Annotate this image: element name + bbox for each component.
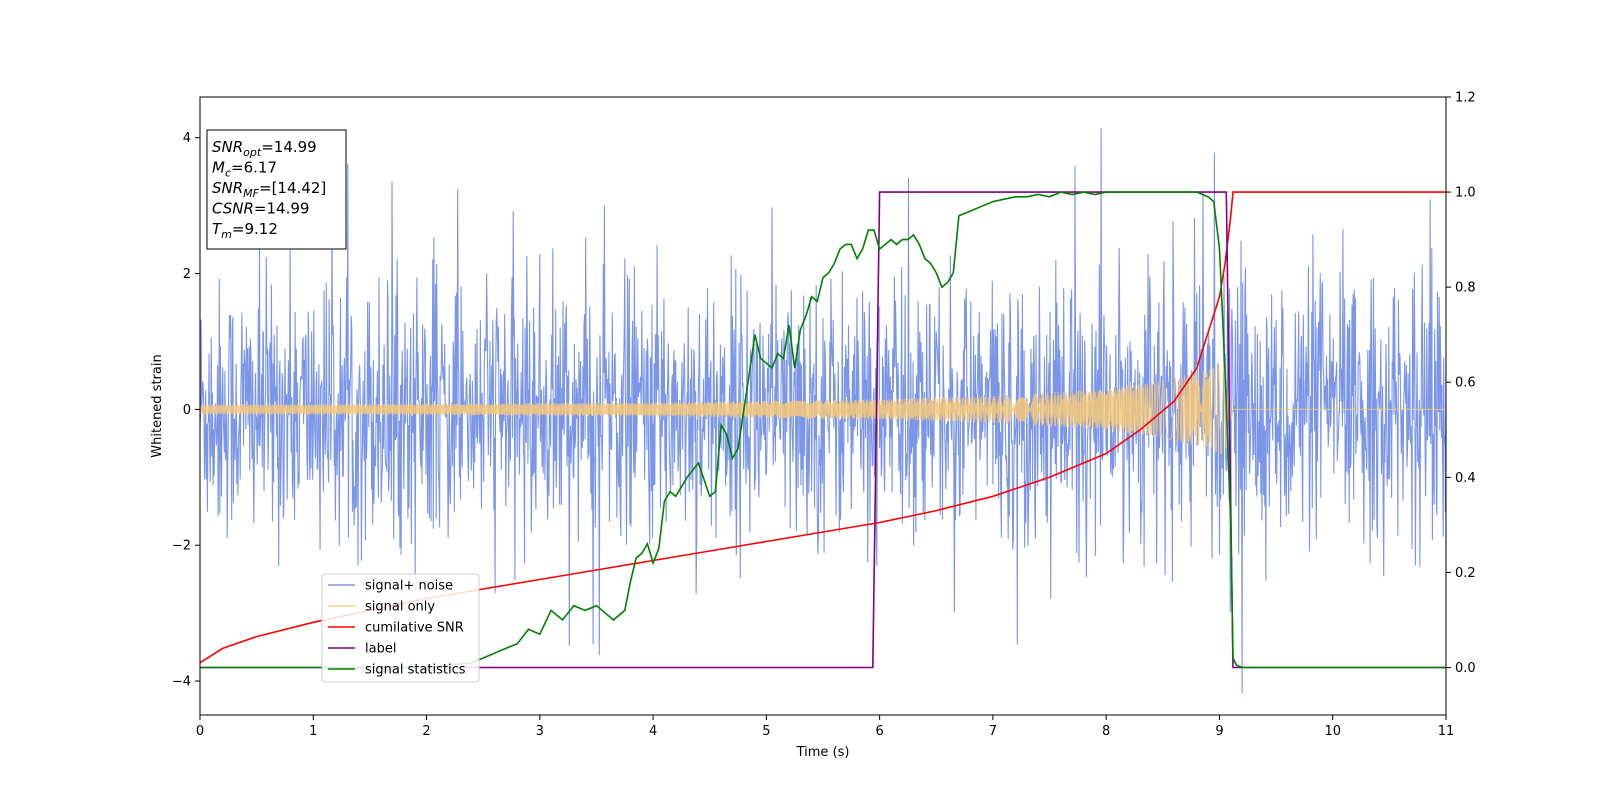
y2-tick-label: 1.2: [1455, 91, 1476, 106]
x-tick-label: 8: [1102, 724, 1110, 739]
x-tick-label: 2: [422, 724, 430, 739]
x-axis-label: Time (s): [796, 745, 850, 760]
annotation-symbol: SNR: [212, 138, 243, 156]
x-tick-label: 5: [762, 724, 770, 739]
y-axis-label: Whitened strain: [150, 354, 165, 457]
series-signal-statistics: [200, 191, 1446, 669]
annotation-frame: [206, 129, 347, 250]
annotation-value: =[14.42]: [259, 179, 326, 197]
y-tick-label: 0: [183, 403, 191, 418]
x-tick-label: 11: [1438, 724, 1455, 739]
y-tick-label: −2: [172, 539, 191, 554]
axes: 0 1 2 3 4 5 6 7 8 9 10 11 −4 −2 0 2 4 0.0 0.2 0.4 0.6 0.8 1.0 1…: [172, 91, 1476, 740]
annotation-subscript: opt: [243, 146, 262, 159]
annotation-symbol: M: [212, 159, 225, 177]
legend-entry: signal+ noise: [365, 579, 453, 594]
annotation-line: SNRMF=[14.42]: [212, 179, 326, 200]
annotation-value: =9.12: [232, 220, 278, 238]
legend-entry: label: [365, 642, 396, 657]
y-tick-label: −4: [172, 675, 191, 690]
legend-entry: signal only: [365, 600, 435, 615]
x-tick-label: 4: [649, 724, 657, 739]
y-tick-label: 4: [183, 131, 191, 146]
y2-tick-label: 1.0: [1455, 186, 1476, 201]
x-tick-label: 0: [196, 724, 204, 739]
y-tick-label: 2: [183, 267, 191, 282]
y2-tick-label: 0.2: [1455, 566, 1476, 581]
annotation-symbol: SNR: [212, 179, 243, 197]
annotation-subscript: m: [221, 228, 232, 241]
annotation-subscript: c: [225, 167, 231, 180]
x-tick-label: 7: [989, 724, 997, 739]
legend-frame: [321, 573, 480, 683]
y2-tick-label: 0.4: [1455, 471, 1476, 486]
x-tick-label: 10: [1324, 724, 1341, 739]
y2-tick-label: 0.8: [1455, 281, 1476, 296]
annotation-line: Tm=9.12: [212, 220, 278, 241]
annotation-value: =14.99: [261, 138, 317, 156]
legend: signal+ noise signal only cumilative SNR la…: [321, 573, 480, 683]
annotation-box: SNRopt=14.99Mc=6.17SNRMF=[14.42]CSNR=14.…: [206, 129, 347, 250]
y2-tick-label: 0.6: [1455, 376, 1476, 391]
annotation-line: CSNR=14.99: [212, 200, 309, 218]
annotation-subscript: MF: [243, 187, 259, 200]
legend-entry: signal statistics: [365, 663, 466, 678]
x-tick-label: 3: [536, 724, 544, 739]
x-tick-label: 1: [309, 724, 317, 739]
series-signal-noise: [200, 127, 1446, 694]
y2-tick-label: 0.0: [1455, 661, 1476, 676]
annotation-symbol: T: [212, 220, 223, 238]
x-tick-label: 6: [875, 724, 883, 739]
x-tick-label: 9: [1215, 724, 1223, 739]
annotation-value: =14.99: [254, 200, 310, 218]
series-signal-only: [200, 362, 1446, 455]
annotation-value: =6.17: [231, 159, 277, 177]
annotation-line: Mc=6.17: [212, 159, 277, 180]
legend-entry: cumilative SNR: [365, 621, 464, 636]
annotation-line: SNRopt=14.99: [212, 138, 317, 159]
plot-frame: [199, 96, 1447, 716]
annotation-symbol: CSNR: [212, 200, 254, 218]
